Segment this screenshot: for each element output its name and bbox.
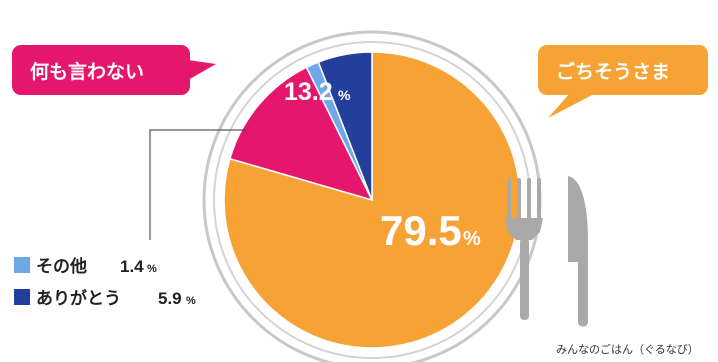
slice-label-nanimo: 13.2 % — [284, 78, 351, 106]
legend-label-sonota: その他 — [36, 256, 87, 277]
callout-gochisousama-text: ごちそうさま — [556, 60, 670, 83]
legend-value-arigatou: 5.9 — [158, 289, 182, 308]
slice-value-nanimo: 13.2 — [284, 78, 333, 106]
callout-nanimo-bubble — [12, 45, 190, 95]
legend-item-sonota: その他 1.4 % — [14, 256, 157, 277]
legend-unit-sonota: % — [147, 263, 157, 275]
pie-slice-arigatou — [317, 51, 373, 201]
slice-unit-gochisousama: % — [463, 228, 481, 250]
legend-item-arigatou: ありがとう 5.9 % — [14, 288, 196, 309]
callout-gochisousama-bubble — [538, 45, 708, 95]
source-credit: みんなのごはん（ぐるなび） — [556, 342, 699, 356]
slice-label-gochisousama: 79.5 % — [380, 207, 481, 254]
slice-unit-nanimo: % — [338, 87, 351, 103]
callout-nanimo-text: 何も言わない — [30, 60, 144, 83]
legend: その他 1.4 % ありがとう 5.9 % — [14, 256, 196, 309]
legend-swatch-sonota — [14, 257, 30, 273]
legend-value-sonota: 1.4 — [120, 257, 144, 276]
legend-label-arigatou: ありがとう — [36, 288, 121, 309]
callout-gochisousama-pointer — [548, 93, 596, 118]
pie-slice-nanimo — [228, 66, 374, 202]
slice-value-gochisousama: 79.5 — [380, 207, 462, 254]
legend-leader-line — [149, 129, 245, 240]
legend-swatch-arigatou — [14, 289, 30, 305]
knife-icon — [568, 176, 588, 327]
callout-nanimo: 何も言わない — [12, 45, 216, 95]
fork-icon — [505, 178, 543, 320]
callout-gochisousama: ごちそうさま — [538, 45, 708, 118]
pie-slices — [223, 51, 521, 349]
legend-unit-arigatou: % — [186, 295, 196, 307]
callout-nanimo-pointer — [188, 60, 216, 80]
